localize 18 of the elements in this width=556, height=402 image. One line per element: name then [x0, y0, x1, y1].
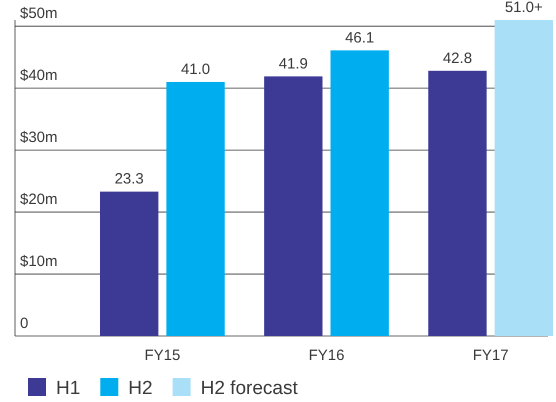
data-label: 41.0 [180, 60, 210, 78]
y-tick-label: 0 [20, 315, 28, 332]
y-tick-label: $10m [20, 253, 58, 270]
x-tick-label: FY15 [144, 347, 180, 364]
x-tick-label: FY17 [472, 347, 509, 364]
data-label: 42.8 [442, 50, 472, 67]
data-label: 41.9 [278, 55, 308, 72]
y-tick-label: $50m [20, 5, 58, 22]
y-tick-label: $20m [20, 191, 58, 208]
data-label: 46.1 [345, 29, 374, 46]
y-tick-label: $30m [20, 129, 58, 146]
data-label: 51.0+ [504, 0, 544, 16]
legend-label: H2 forecast [200, 378, 298, 399]
data-label: 23.3 [114, 170, 144, 188]
x-tick-label: FY16 [308, 347, 344, 364]
legend-label: H2 [128, 378, 153, 399]
legend-label: H1 [56, 378, 80, 399]
y-tick-label: $40m [20, 67, 58, 84]
